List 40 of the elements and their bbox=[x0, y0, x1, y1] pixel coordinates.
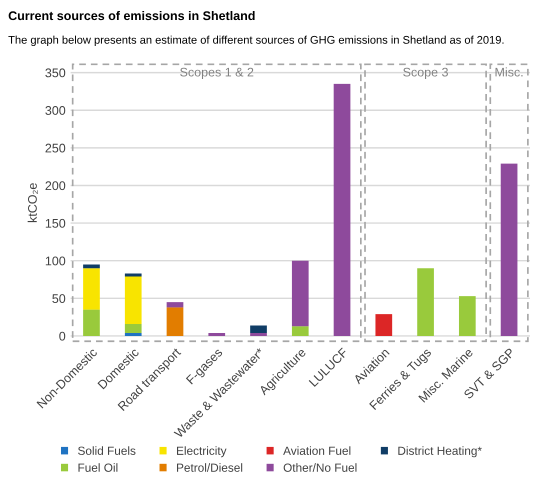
y-tick-label: 300 bbox=[45, 106, 66, 115]
bar bbox=[83, 310, 100, 336]
bar bbox=[334, 84, 350, 336]
legend-label: Solid Fuels bbox=[78, 446, 136, 455]
bar bbox=[83, 268, 100, 310]
bar bbox=[124, 276, 142, 324]
bar bbox=[375, 314, 392, 336]
bar bbox=[124, 324, 142, 333]
bar bbox=[83, 264, 100, 268]
legend-label: Aviation Fuel bbox=[283, 446, 350, 455]
bar bbox=[292, 260, 309, 326]
chart-title: Current sources of emissions in Shetland bbox=[8, 10, 255, 20]
legend-label: District Heating* bbox=[398, 446, 482, 458]
bar bbox=[292, 326, 309, 336]
annotation: Misc. bbox=[496, 67, 523, 77]
bar bbox=[166, 302, 184, 308]
y-tick-label: 0 bbox=[59, 332, 66, 341]
legend-label: Fuel Oil bbox=[78, 463, 118, 472]
annotation: Scopes 1 & 2 bbox=[180, 68, 254, 80]
y-tick-label: 200 bbox=[46, 181, 66, 190]
y-tick-label: 350 bbox=[45, 68, 66, 78]
y-tick-label: 150 bbox=[46, 218, 66, 228]
legend-label: Petrol/Diesel bbox=[177, 463, 242, 472]
bar bbox=[417, 268, 434, 336]
bar bbox=[250, 332, 267, 336]
bar bbox=[166, 307, 184, 336]
bar bbox=[458, 296, 476, 336]
legend-label: Electricity bbox=[177, 446, 227, 458]
chart-subtitle: The graph below presents an estimate of different sources of GHG emissions in Shetland as of 2019. bbox=[8, 36, 504, 46]
annotation: Scope 3 bbox=[403, 68, 448, 80]
y-tick-label: 50 bbox=[52, 294, 66, 304]
bar bbox=[250, 325, 267, 333]
legend-label: Other/No Fuel bbox=[284, 463, 356, 472]
bar bbox=[500, 164, 518, 336]
bar bbox=[208, 332, 226, 336]
bar bbox=[124, 274, 142, 277]
y-axis-title: ktCO₂e bbox=[28, 183, 38, 222]
y-tick-label: 100 bbox=[46, 256, 66, 266]
bar bbox=[124, 332, 142, 336]
y-tick-label: 250 bbox=[46, 144, 66, 153]
